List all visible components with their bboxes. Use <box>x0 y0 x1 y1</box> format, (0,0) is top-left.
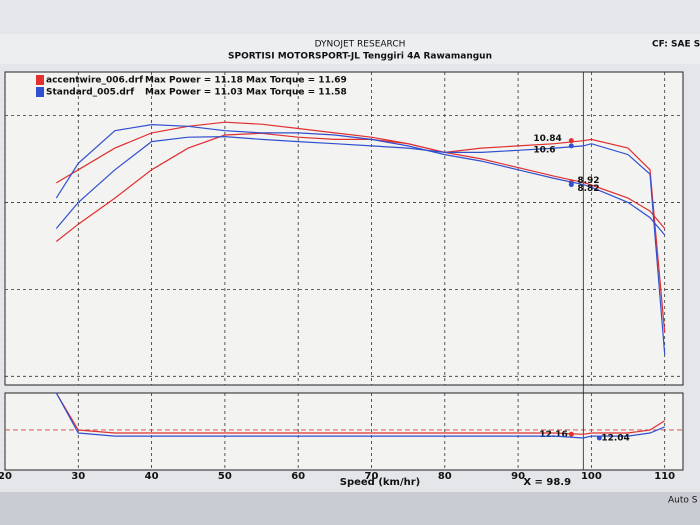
x-tick-label: 20 <box>0 471 12 482</box>
cursor-value: 8.82 <box>577 184 599 194</box>
plot-area <box>4 71 684 386</box>
x-tick-label: 110 <box>654 471 675 482</box>
header-band <box>0 34 700 64</box>
x-tick-label: 100 <box>581 471 602 482</box>
cursor-point <box>568 143 574 149</box>
x-tick-label: 60 <box>291 471 305 482</box>
correction: CF: SAE S <box>652 40 700 50</box>
afr-line <box>55 392 665 439</box>
cursor-point <box>568 138 574 144</box>
cursor-point <box>568 182 574 188</box>
torque-line <box>55 121 666 229</box>
x-tick-label: 40 <box>145 471 159 482</box>
x-tick-label: 70 <box>365 471 379 482</box>
taskbar <box>0 492 700 525</box>
cursor-point <box>596 435 602 441</box>
legend-swatch <box>36 87 44 97</box>
afr-line <box>55 392 666 435</box>
legend-label: accentwire_006.drf <box>46 76 143 86</box>
x-tick-label: 80 <box>438 471 452 482</box>
power-line <box>55 135 666 355</box>
cursor-point <box>568 431 574 437</box>
power-line <box>55 132 666 333</box>
legend-summary: Max Power = 11.03 Max Torque = 11.58 <box>145 88 347 98</box>
cursor-value: 10.6 <box>533 145 555 155</box>
header: DYNOJET RESEARCH <box>315 40 406 50</box>
afr-plot-area <box>4 392 684 471</box>
x-tick-label: 30 <box>71 471 85 482</box>
cursor-value: 12.16 <box>539 430 567 440</box>
x-tick-label: 50 <box>218 471 232 482</box>
legend-label: Standard_005.drf <box>46 88 134 98</box>
cursor-value: 10.84 <box>533 134 561 144</box>
legend-swatch <box>36 75 44 85</box>
footer: Auto S <box>668 496 698 506</box>
legend-summary: Max Power = 11.18 Max Torque = 11.69 <box>145 76 347 86</box>
cursor-label: X = 98.9 <box>523 477 571 488</box>
x-axis-label: Speed (km/hr) <box>340 477 420 488</box>
x-tick-label: 90 <box>511 471 525 482</box>
torque-line <box>55 123 666 236</box>
chart-title: SPORTISI MOTORSPORT-JL Tenggiri 4A Rawam… <box>228 52 492 62</box>
cursor-value: 12.04 <box>601 433 629 443</box>
cursor-value: 8.92 <box>577 176 599 186</box>
